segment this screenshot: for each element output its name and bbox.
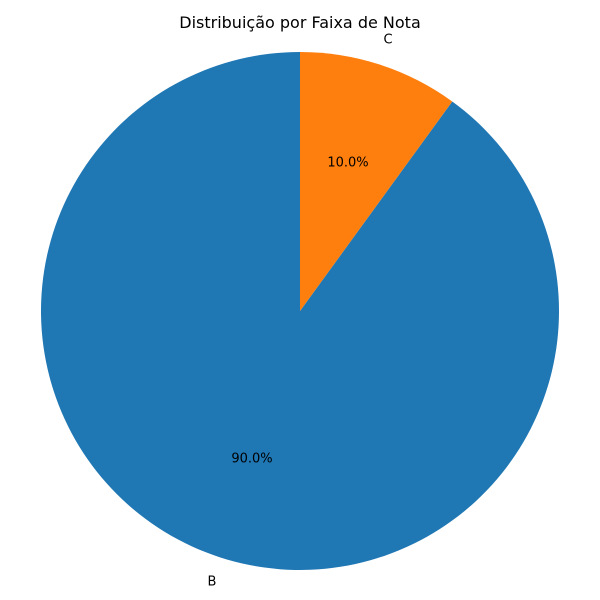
pie-slice-b: [41, 52, 560, 570]
slice-percent-b: 90.0%: [231, 451, 272, 466]
slice-label-b: B: [208, 574, 217, 589]
slice-label-c: C: [383, 33, 392, 48]
pie-slice-c: [300, 52, 453, 311]
chart-title: Distribuição por Faixa de Nota: [179, 13, 421, 32]
pie-labels: B 90.0% C 10.0%: [208, 33, 393, 590]
pie-slices: [41, 52, 560, 570]
slice-percent-c: 10.0%: [327, 156, 368, 171]
